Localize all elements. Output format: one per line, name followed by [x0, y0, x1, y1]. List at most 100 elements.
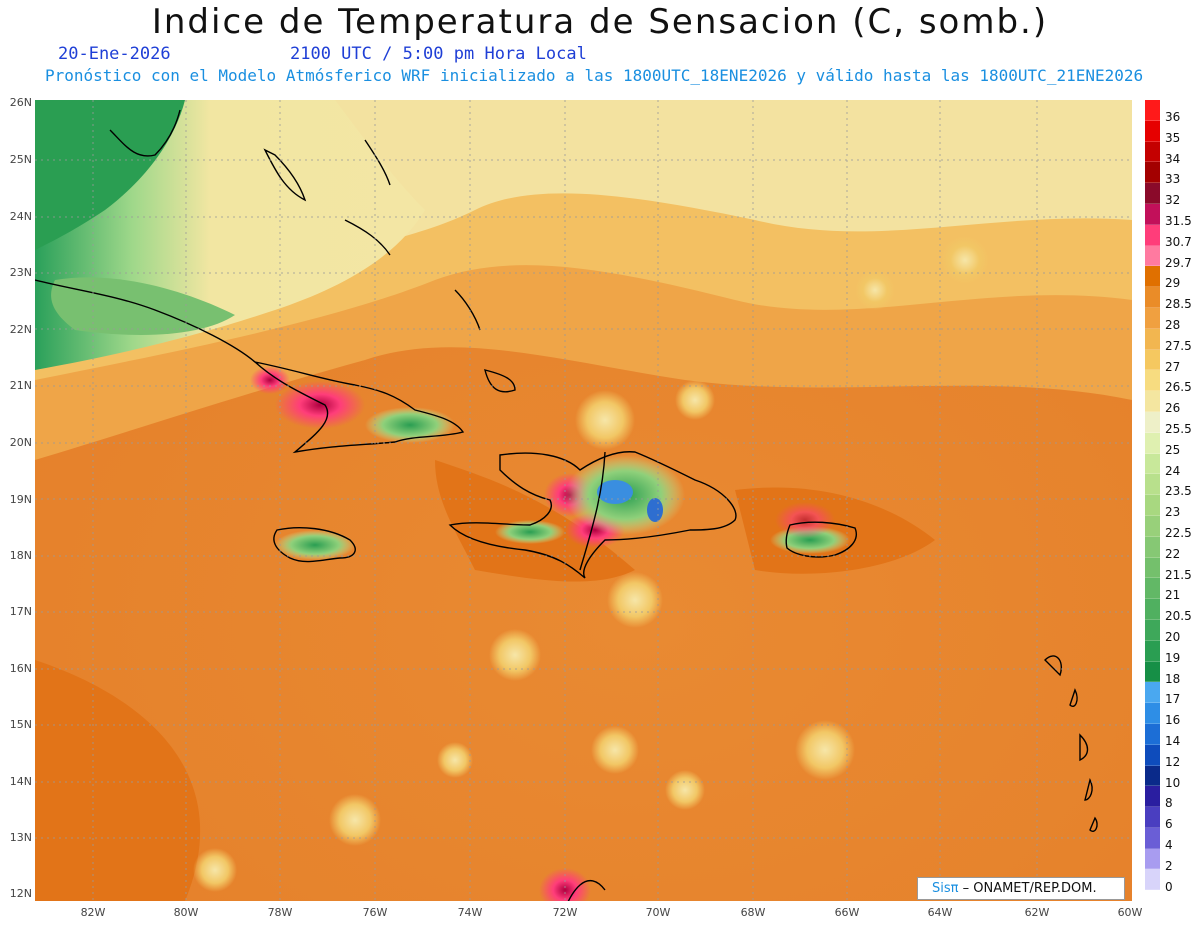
- color-scale-label: 0: [1165, 879, 1173, 894]
- color-scale-label: 34: [1165, 151, 1181, 166]
- credit-box: Sisπ – ONAMET/REP.DOM.: [917, 877, 1125, 900]
- lon-label: 70W: [645, 906, 671, 919]
- color-scale-swatch: [1145, 765, 1160, 787]
- color-scale-swatch: [1145, 287, 1160, 308]
- color-scale-swatch: [1145, 536, 1160, 558]
- color-scale-swatch: [1145, 869, 1160, 891]
- color-scale-swatch: [1145, 682, 1160, 704]
- color-scale-label: 12: [1165, 754, 1181, 769]
- color-scale-swatch: [1145, 432, 1160, 454]
- color-scale-label: 32: [1165, 193, 1181, 208]
- color-scale-label: 16: [1165, 713, 1181, 728]
- color-scale-label: 25.5: [1165, 422, 1192, 436]
- color-scale-swatch: [1145, 640, 1160, 662]
- heat-index-field: [35, 100, 1132, 901]
- color-scale-swatch: [1145, 827, 1160, 849]
- lon-label: 80W: [173, 906, 199, 919]
- color-scale-swatch: [1145, 224, 1160, 246]
- color-scale-swatch: [1145, 370, 1160, 392]
- lon-label: 74W: [457, 906, 483, 919]
- color-scale-swatch: [1145, 411, 1160, 433]
- color-scale-label: 26: [1165, 401, 1181, 416]
- color-scale-swatch: [1145, 578, 1160, 600]
- color-scale-label: 29: [1165, 276, 1181, 291]
- color-scale-swatch: [1145, 723, 1160, 745]
- color-scale-label: 4: [1165, 838, 1173, 852]
- color-scale-swatch: [1145, 203, 1160, 225]
- color-scale-swatch: [1145, 307, 1160, 329]
- lat-label: 24N: [9, 210, 32, 223]
- color-scale-label: 31.5: [1165, 214, 1192, 228]
- color-scale-bar: [1145, 100, 1160, 891]
- color-scale-label: 23: [1165, 505, 1181, 520]
- color-scale-swatch: [1145, 661, 1160, 683]
- color-scale-label: 21.5: [1165, 567, 1192, 582]
- color-scale-label: 8: [1165, 796, 1173, 811]
- color-scale-label: 2: [1165, 858, 1173, 873]
- color-scale-label: 21: [1165, 588, 1181, 603]
- lat-label: 13N: [9, 831, 32, 844]
- lon-label: 72W: [552, 906, 578, 919]
- color-scale-swatch: [1145, 619, 1160, 641]
- lon-label: 68W: [740, 906, 766, 919]
- forecast-date: 20-Ene-2026: [58, 44, 171, 64]
- lat-label: 23N: [9, 266, 32, 279]
- lon-label: 64W: [927, 906, 953, 919]
- color-scale-swatch: [1145, 349, 1160, 371]
- lon-label: 76W: [362, 906, 388, 919]
- color-scale-swatch: [1145, 183, 1160, 204]
- lat-label: 19N: [9, 493, 32, 506]
- lon-label: 62W: [1024, 906, 1050, 919]
- lon-label: 78W: [267, 906, 293, 919]
- color-scale-swatch: [1145, 245, 1160, 267]
- color-scale-swatch: [1145, 515, 1160, 537]
- color-scale-label: 24: [1165, 463, 1181, 478]
- lat-label: 22N: [9, 323, 32, 336]
- color-scale-label: 35: [1165, 130, 1181, 145]
- color-scale-label: 27: [1165, 359, 1181, 374]
- color-scale-swatch: [1145, 453, 1160, 475]
- lon-label: 60W: [1117, 906, 1143, 919]
- color-scale-label: 20.5: [1165, 609, 1192, 624]
- lat-label: 21N: [9, 379, 32, 392]
- color-scale-label: 33: [1165, 172, 1181, 187]
- color-scale-label: 25: [1165, 442, 1181, 457]
- color-scale-label: 6: [1165, 817, 1173, 832]
- color-scale-swatch: [1145, 266, 1160, 288]
- color-scale-label: 36: [1165, 110, 1181, 124]
- color-scale-label: 27.5: [1165, 338, 1192, 353]
- color-scale-label: 23.5: [1165, 484, 1192, 499]
- color-scale-label: 19: [1165, 650, 1181, 665]
- lat-label: 18N: [9, 549, 32, 562]
- lat-label: 25N: [9, 153, 32, 166]
- color-scale-label: 14: [1165, 734, 1181, 748]
- lat-label: 20N: [9, 436, 32, 449]
- temperature-map: [35, 100, 1132, 901]
- color-scale-label: 20: [1165, 630, 1181, 644]
- color-scale-swatch: [1145, 557, 1160, 579]
- color-scale-label: 10: [1165, 775, 1181, 790]
- lat-label: 14N: [9, 775, 32, 788]
- lon-label: 66W: [834, 906, 860, 919]
- color-scale-label: 28.5: [1165, 297, 1192, 312]
- lat-label: 15N: [9, 718, 32, 731]
- color-scale-swatch: [1145, 744, 1160, 766]
- color-scale-label: 28: [1165, 318, 1181, 332]
- lat-label: 17N: [9, 605, 32, 618]
- color-scale-label: 18: [1165, 671, 1181, 686]
- color-scale-swatch: [1145, 495, 1160, 516]
- map-title: Indice de Temperatura de Sensacion (C, s…: [151, 2, 1049, 42]
- color-scale-swatch: [1145, 807, 1160, 828]
- color-scale-swatch: [1145, 141, 1160, 163]
- color-scale-swatch: [1145, 162, 1160, 184]
- sispi-logo: Sisπ: [932, 881, 959, 896]
- color-scale-label: 22.5: [1165, 526, 1192, 540]
- color-scale-swatch: [1145, 848, 1160, 870]
- color-scale-swatch: [1145, 786, 1160, 808]
- color-scale-label: 17: [1165, 692, 1181, 707]
- color-scale-swatch: [1145, 100, 1160, 121]
- lat-label: 16N: [9, 662, 32, 675]
- color-scale-swatch: [1145, 391, 1160, 412]
- lat-label: 12N: [9, 887, 32, 900]
- model-description: Pronóstico con el Modelo Atmósferico WRF…: [45, 66, 1144, 85]
